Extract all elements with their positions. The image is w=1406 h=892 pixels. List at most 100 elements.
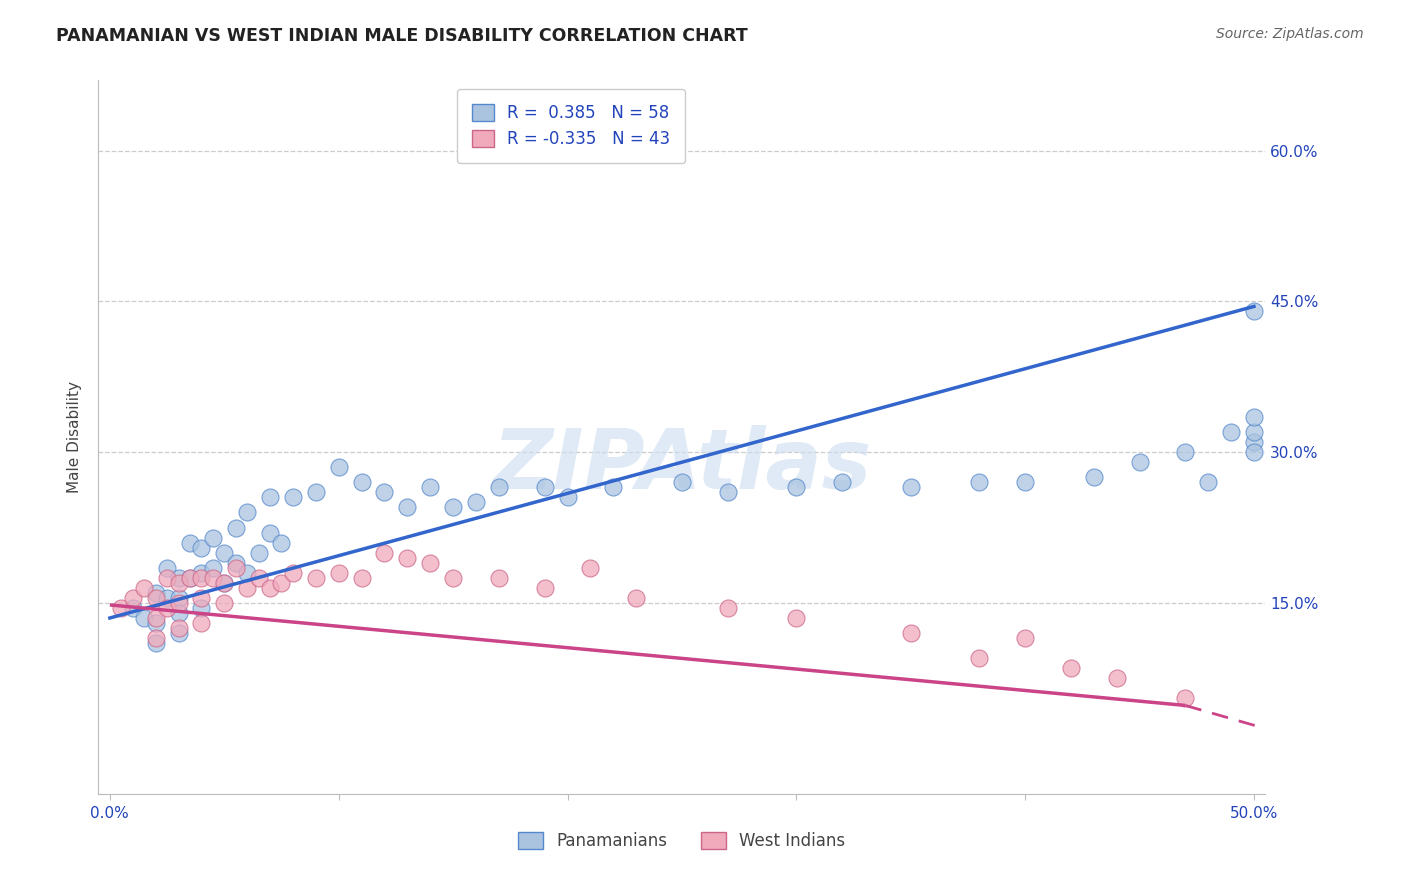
Point	[179, 571, 201, 585]
Point	[156, 571, 179, 585]
Point	[190, 591, 212, 605]
Point	[624, 591, 647, 605]
Point	[969, 475, 991, 490]
Point	[236, 566, 259, 580]
Point	[396, 500, 419, 515]
Point	[900, 480, 922, 494]
Point	[1174, 445, 1197, 459]
Point	[557, 491, 579, 505]
Point	[305, 485, 328, 500]
Point	[236, 506, 259, 520]
Point	[465, 495, 488, 509]
Point	[1014, 475, 1036, 490]
Point	[134, 611, 156, 625]
Point	[488, 571, 510, 585]
Point	[785, 480, 807, 494]
Point	[145, 591, 167, 605]
Point	[156, 591, 179, 605]
Point	[281, 566, 304, 580]
Point	[156, 601, 179, 615]
Point	[201, 571, 224, 585]
Point	[190, 541, 212, 555]
Point	[167, 575, 190, 590]
Point	[441, 500, 464, 515]
Point	[259, 525, 281, 540]
Point	[190, 571, 212, 585]
Point	[201, 560, 224, 574]
Point	[671, 475, 693, 490]
Point	[533, 581, 555, 595]
Point	[145, 615, 167, 630]
Point	[281, 491, 304, 505]
Point	[900, 626, 922, 640]
Point	[214, 575, 236, 590]
Point	[167, 591, 190, 605]
Point	[419, 556, 441, 570]
Point	[167, 571, 190, 585]
Point	[247, 546, 270, 560]
Point	[201, 531, 224, 545]
Point	[259, 581, 281, 595]
Point	[373, 546, 395, 560]
Point	[156, 560, 179, 574]
Point	[1197, 475, 1219, 490]
Point	[717, 601, 740, 615]
Point	[225, 556, 247, 570]
Point	[350, 571, 373, 585]
Point	[190, 601, 212, 615]
Point	[717, 485, 740, 500]
Point	[145, 631, 167, 645]
Point	[145, 611, 167, 625]
Point	[305, 571, 328, 585]
Text: PANAMANIAN VS WEST INDIAN MALE DISABILITY CORRELATION CHART: PANAMANIAN VS WEST INDIAN MALE DISABILIT…	[56, 27, 748, 45]
Point	[579, 560, 602, 574]
Point	[145, 586, 167, 600]
Point	[179, 571, 201, 585]
Point	[167, 596, 190, 610]
Point	[247, 571, 270, 585]
Point	[350, 475, 373, 490]
Point	[328, 566, 350, 580]
Point	[270, 535, 292, 549]
Point	[145, 636, 167, 650]
Point	[831, 475, 853, 490]
Point	[1243, 425, 1265, 439]
Point	[419, 480, 441, 494]
Point	[225, 520, 247, 534]
Point	[1243, 445, 1265, 459]
Text: ZIPAtlas: ZIPAtlas	[492, 425, 872, 506]
Point	[1060, 661, 1083, 675]
Point	[969, 651, 991, 665]
Point	[1014, 631, 1036, 645]
Point	[110, 601, 132, 615]
Point	[1243, 409, 1265, 424]
Point	[1083, 470, 1105, 484]
Point	[1128, 455, 1150, 469]
Point	[533, 480, 555, 494]
Point	[214, 575, 236, 590]
Point	[121, 591, 143, 605]
Point	[190, 566, 212, 580]
Point	[179, 535, 201, 549]
Point	[785, 611, 807, 625]
Point	[602, 480, 624, 494]
Point	[236, 581, 259, 595]
Point	[167, 621, 190, 635]
Point	[167, 606, 190, 620]
Point	[441, 571, 464, 585]
Point	[214, 546, 236, 560]
Point	[1243, 435, 1265, 450]
Point	[190, 615, 212, 630]
Point	[488, 480, 510, 494]
Point	[328, 460, 350, 475]
Text: Source: ZipAtlas.com: Source: ZipAtlas.com	[1216, 27, 1364, 41]
Point	[121, 601, 143, 615]
Point	[373, 485, 395, 500]
Point	[259, 491, 281, 505]
Point	[167, 626, 190, 640]
Point	[1174, 691, 1197, 706]
Point	[1105, 671, 1128, 685]
Point	[225, 560, 247, 574]
Point	[134, 581, 156, 595]
Y-axis label: Male Disability: Male Disability	[67, 381, 83, 493]
